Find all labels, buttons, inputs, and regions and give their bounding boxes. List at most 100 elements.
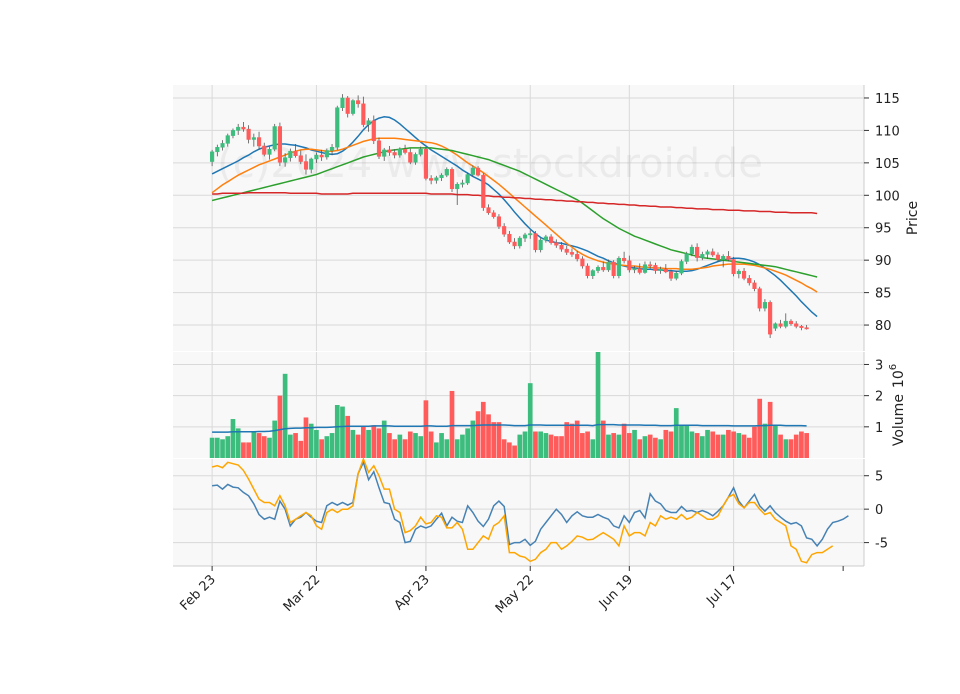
candlestick <box>700 251 705 261</box>
price-y-axis: 80 85 90 95 100 105 110 115 <box>863 85 900 351</box>
volume-bar <box>298 440 304 458</box>
candlestick <box>465 172 470 185</box>
candlestick <box>230 128 236 139</box>
oscillator-line <box>211 456 834 564</box>
candle-body <box>225 135 230 144</box>
candlestick <box>522 232 528 243</box>
volume-bar <box>673 408 679 458</box>
price-panel: (c)2024 www.stockdroid.de 80 85 90 95 100 105… <box>173 85 921 351</box>
candlestick <box>663 264 668 274</box>
candlestick <box>376 137 382 159</box>
watermark-text: (c)2024 www.stockdroid.de <box>217 141 763 187</box>
candlestick <box>627 255 632 273</box>
candle-body <box>340 97 345 108</box>
candle-body <box>392 152 397 156</box>
candle-body <box>575 254 580 260</box>
volume-scale-exponent: 6 <box>888 364 899 370</box>
candle-body <box>283 157 288 163</box>
candle-body <box>382 149 387 157</box>
candle-body <box>747 278 752 284</box>
candle-body <box>476 167 481 176</box>
candlestick <box>335 105 340 150</box>
candle-body <box>595 267 601 271</box>
candle-body <box>345 97 350 114</box>
candle-body <box>804 327 809 330</box>
volume-bar <box>564 422 570 458</box>
candlestick <box>606 259 611 272</box>
candle-body <box>507 233 512 243</box>
volume-bar <box>788 439 794 458</box>
candlestick <box>804 325 809 330</box>
candlestick <box>585 263 590 279</box>
candlestick <box>648 261 653 269</box>
candle-body <box>439 174 444 179</box>
volume-bar <box>632 429 637 458</box>
candle-body <box>700 254 705 258</box>
candle-body <box>736 270 741 275</box>
candlestick <box>402 144 408 155</box>
candlestick <box>684 251 689 265</box>
volume-bar <box>355 434 361 458</box>
volume-bar <box>334 405 340 458</box>
candle-body <box>298 155 303 162</box>
y-tick-label: 2 <box>875 390 883 405</box>
candle-body <box>314 154 319 160</box>
volume-bar <box>470 420 476 458</box>
x-tick-label: Jul 17 <box>703 572 740 609</box>
x-tick-label: Jun 19 <box>596 572 636 612</box>
volume-bar <box>423 400 429 458</box>
candlestick <box>392 149 397 159</box>
volume-bar <box>267 437 272 458</box>
oscillator-panel-background <box>173 459 864 566</box>
volume-bar <box>324 436 330 458</box>
candle-body <box>481 174 486 208</box>
volume-bar <box>225 436 231 458</box>
volume-bar <box>480 401 486 458</box>
volume-bar <box>397 434 403 458</box>
candlestick <box>236 123 241 135</box>
y-tick-label: -5 <box>875 537 888 552</box>
volume-bar <box>793 434 799 458</box>
candle-body <box>606 261 611 271</box>
oscillator-panel: 5 0 -5 <box>173 456 888 566</box>
candle-body <box>303 161 309 170</box>
volume-y-axis: 1 2 3 <box>863 352 883 458</box>
candle-body <box>496 216 502 227</box>
volume-bar <box>569 423 575 458</box>
volume-bar <box>783 439 789 458</box>
candlestick <box>533 230 538 253</box>
y-tick-label: 3 <box>875 358 883 373</box>
candlestick <box>329 144 335 156</box>
candle-body <box>538 239 543 251</box>
candlestick <box>267 146 272 160</box>
volume-bar <box>804 433 809 458</box>
candle-body <box>762 302 767 309</box>
candlestick <box>726 251 731 262</box>
volume-average-line <box>212 423 807 433</box>
volume-bar <box>517 434 523 458</box>
y-tick-label: 1 <box>875 421 883 436</box>
volume-bar <box>647 434 653 458</box>
candle-body <box>418 148 423 155</box>
candlestick <box>705 249 710 259</box>
candlestick <box>210 149 215 167</box>
candle-body <box>293 150 298 156</box>
candle-body <box>611 261 616 276</box>
candlestick <box>476 166 481 177</box>
candlestick <box>580 256 585 269</box>
volume-bar <box>496 422 502 458</box>
candle-body <box>335 107 340 148</box>
volume-bar <box>251 431 257 458</box>
candle-body <box>470 167 475 175</box>
candle-body <box>262 145 267 155</box>
candlestick <box>752 280 757 292</box>
volume-bar <box>340 406 345 458</box>
candlestick <box>418 146 423 157</box>
candlesticks <box>210 94 809 339</box>
volume-bar <box>762 423 768 458</box>
volume-bar <box>642 436 648 458</box>
candle-body <box>272 126 277 150</box>
candle-body <box>705 251 710 255</box>
candlestick <box>340 94 345 111</box>
moving-average-line <box>211 116 818 318</box>
